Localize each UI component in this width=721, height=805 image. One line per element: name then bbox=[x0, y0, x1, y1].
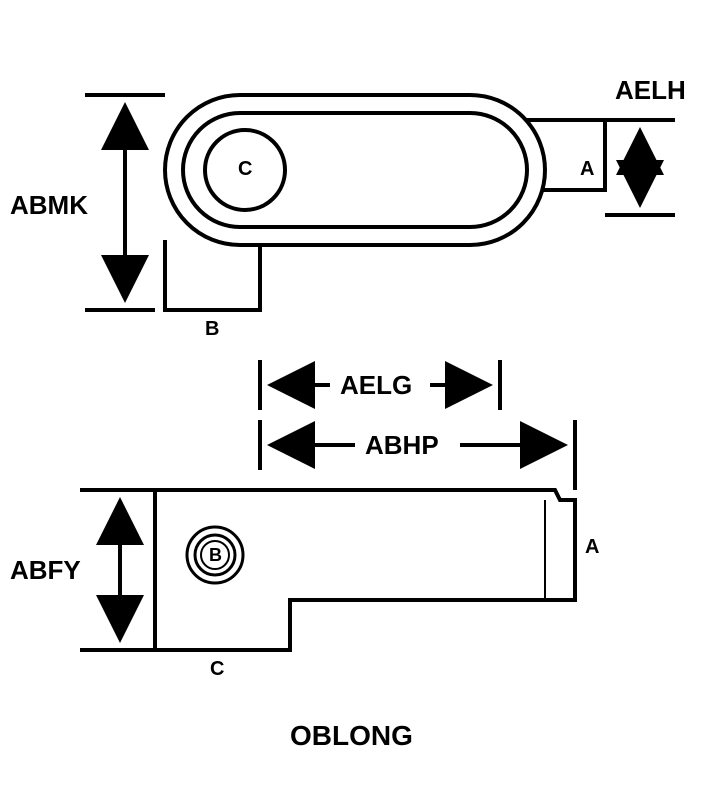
top-label-c: C bbox=[238, 158, 252, 181]
label-aelh: AELH bbox=[615, 75, 686, 106]
side-label-c: C bbox=[210, 658, 224, 681]
label-aelg: AELG bbox=[340, 370, 412, 401]
top-label-b: B bbox=[205, 318, 219, 341]
side-label-a: A bbox=[585, 536, 599, 559]
label-abhp: ABHP bbox=[365, 430, 439, 461]
top-label-a: A bbox=[580, 158, 594, 181]
top-port-b bbox=[165, 240, 260, 310]
title: OBLONG bbox=[290, 720, 413, 752]
label-abfy: ABFY bbox=[10, 555, 81, 586]
label-abmk: ABMK bbox=[10, 190, 88, 221]
side-label-b: B bbox=[209, 545, 222, 566]
diagram-svg bbox=[0, 0, 721, 805]
